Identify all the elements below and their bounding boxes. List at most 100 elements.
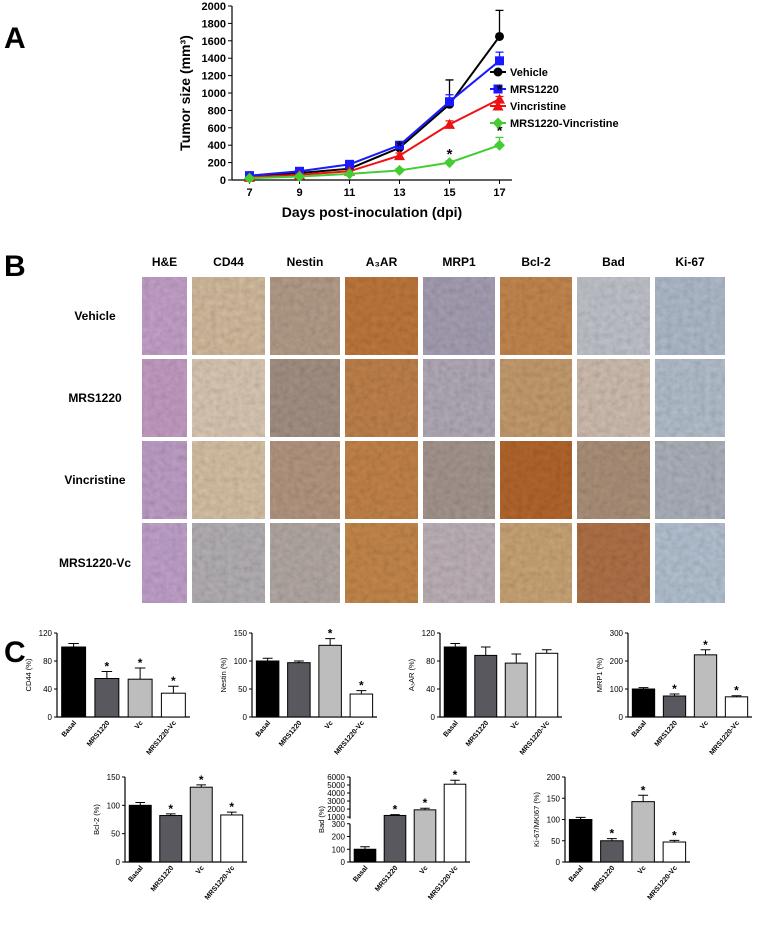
y-tick-label: 0 xyxy=(243,713,248,722)
x-tick-label: Basal xyxy=(352,865,369,884)
y-tick-label: 6000 xyxy=(327,773,345,782)
micrograph-texture xyxy=(270,523,340,603)
micrograph-texture xyxy=(423,277,495,355)
y-tick-label: 100 xyxy=(610,685,624,694)
bar xyxy=(631,688,656,718)
y-tick-label: 400 xyxy=(208,140,226,152)
x-tick-label: Vc xyxy=(324,720,335,731)
significance-mark: * xyxy=(497,122,503,139)
micrograph-texture xyxy=(655,359,725,437)
micrograph-texture xyxy=(192,523,265,603)
y-tick-label: 120 xyxy=(39,629,53,638)
x-tick-label: Basal xyxy=(568,865,585,884)
micrograph-texture xyxy=(655,441,725,519)
micrograph-texture xyxy=(192,359,265,437)
significance-mark: * xyxy=(447,146,453,163)
error-bar xyxy=(356,690,367,695)
bar xyxy=(383,814,407,863)
y-axis-label: Bad (%) xyxy=(317,805,326,833)
bar xyxy=(159,815,183,863)
x-tick-label: Basal xyxy=(127,865,144,884)
significance-mark: * xyxy=(397,138,403,155)
bar xyxy=(600,840,624,863)
y-tick-label: 0 xyxy=(48,713,53,722)
error-bar xyxy=(541,649,552,654)
point xyxy=(445,97,454,107)
micrograph-texture xyxy=(655,523,725,603)
y-axis-label: Tumor size (mm³) xyxy=(177,35,193,151)
y-tick-label: 200 xyxy=(208,158,226,170)
point xyxy=(494,93,505,104)
x-tick-label: 11 xyxy=(344,187,356,199)
point xyxy=(493,84,503,94)
x-tick-label: 15 xyxy=(443,187,455,199)
column-header: CD44 xyxy=(213,255,244,269)
error-bar xyxy=(511,653,522,664)
panel-letter: A xyxy=(4,22,26,55)
significance-mark: * xyxy=(672,828,677,842)
micrograph-texture xyxy=(500,277,572,355)
x-tick-label: Basal xyxy=(442,720,459,739)
x-tick-label: Vc xyxy=(195,865,206,876)
y-axis-label: Ki-67/MKI67 (%) xyxy=(532,791,541,847)
significance-mark: * xyxy=(610,827,615,841)
bar xyxy=(662,695,687,718)
micrograph-texture xyxy=(345,523,418,603)
bar xyxy=(504,662,528,718)
y-tick-label: 2000 xyxy=(327,805,345,814)
micrograph-texture xyxy=(345,441,418,519)
error-bar xyxy=(450,643,461,647)
bar xyxy=(353,848,377,863)
point xyxy=(294,171,305,183)
significance-mark: * xyxy=(423,796,428,810)
y-tick-label: 100 xyxy=(107,801,121,810)
x-tick-label: MRS1220 xyxy=(654,720,679,748)
micrograph-texture xyxy=(577,523,650,603)
x-tick-label: 13 xyxy=(393,187,405,199)
x-tick-label: Basal xyxy=(631,720,648,739)
x-tick-label: MRS1220 xyxy=(465,720,490,748)
x-tick-label: MRS1220-Vc xyxy=(204,865,236,902)
bar xyxy=(255,660,280,718)
point xyxy=(495,56,504,66)
panel-letter: B xyxy=(4,250,26,283)
micrograph-texture xyxy=(423,441,495,519)
bar xyxy=(127,678,153,718)
micrograph-texture xyxy=(577,359,650,437)
column-header: MRP1 xyxy=(442,255,476,269)
significance-mark: * xyxy=(105,660,110,674)
y-tick-label: 300 xyxy=(610,629,624,638)
point xyxy=(395,140,404,150)
column-header: Nestin xyxy=(287,255,324,269)
y-tick-label: 150 xyxy=(547,794,561,803)
y-axis-label: Bcl-2 (%) xyxy=(92,804,101,835)
significance-mark: * xyxy=(497,81,503,98)
micrograph-texture xyxy=(142,441,187,519)
bar xyxy=(631,801,655,863)
micrograph-texture xyxy=(345,277,418,355)
error-bar xyxy=(638,794,649,802)
y-tick-label: 3000 xyxy=(327,797,345,806)
y-tick-label: 2000 xyxy=(202,1,226,13)
bar xyxy=(693,654,718,718)
x-tick-label: MRS1220 xyxy=(150,865,175,893)
bar xyxy=(443,646,467,718)
y-tick-label: 200 xyxy=(610,657,624,666)
row-label: Vincristine xyxy=(64,473,125,487)
point xyxy=(494,139,505,151)
y-tick-label: 0 xyxy=(619,713,624,722)
axis-break xyxy=(351,819,471,823)
y-tick-label: 80 xyxy=(43,657,52,666)
micrograph-texture xyxy=(500,523,572,603)
error-bar xyxy=(101,671,113,679)
legend-label: MRS1220 xyxy=(510,84,559,96)
series-line xyxy=(249,35,501,177)
y-tick-label: 0 xyxy=(116,858,121,867)
x-tick-label: 9 xyxy=(296,187,302,199)
bar xyxy=(568,819,593,863)
x-tick-label: MRS1220-Vc xyxy=(334,720,366,757)
error-bar xyxy=(134,667,146,680)
error-bar xyxy=(325,638,336,646)
error-bar xyxy=(168,685,179,694)
significance-mark: * xyxy=(734,684,739,698)
